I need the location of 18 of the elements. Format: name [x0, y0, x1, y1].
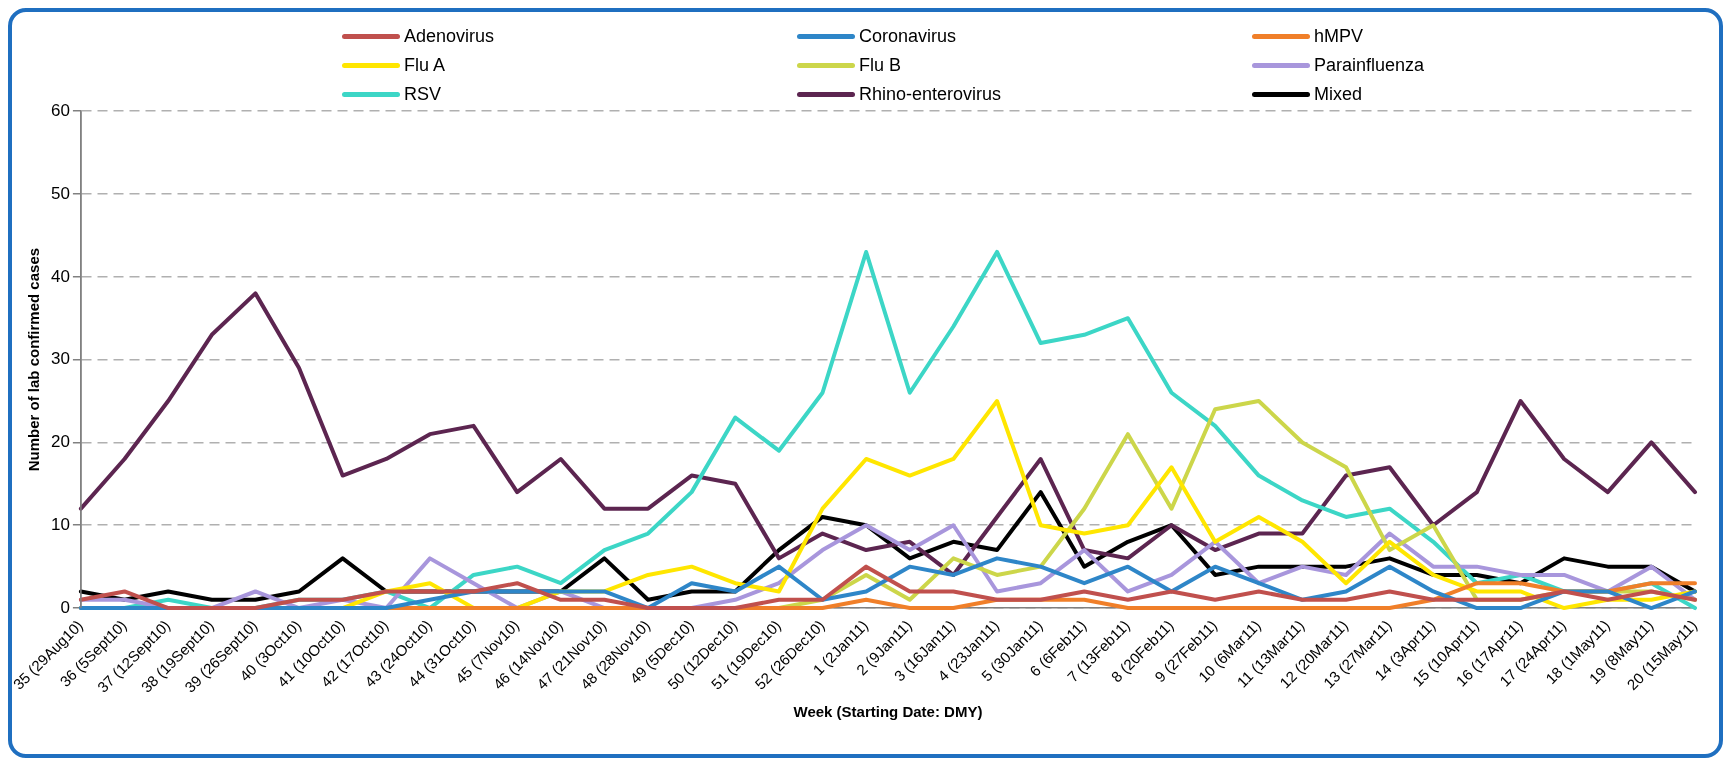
y-tick-label: 60: [50, 100, 70, 120]
y-tick-label: 10: [50, 514, 70, 534]
legend-label: hMPV: [1314, 26, 1364, 47]
legend-label: Adenovirus: [404, 26, 495, 47]
y-tick-label: 40: [50, 266, 70, 286]
legend-label: Parainfluenza: [1314, 55, 1425, 76]
legend-label: Coronavirus: [859, 26, 957, 47]
legend-label: Flu A: [404, 55, 446, 76]
y-tick-label: 30: [50, 349, 70, 369]
x-axis-title: Week (Starting Date: DMY): [793, 703, 983, 721]
legend-label: Mixed: [1314, 84, 1363, 105]
y-tick-label: 20: [50, 432, 70, 452]
legend-label: RSV: [404, 84, 442, 105]
y-tick-label: 50: [50, 183, 70, 203]
legend-label: Flu B: [859, 55, 902, 76]
legend-label: Rhino-enterovirus: [859, 84, 1002, 105]
y-axis-title: Number of lab confirmed cases: [25, 247, 43, 472]
y-tick-label: 0: [60, 597, 70, 617]
